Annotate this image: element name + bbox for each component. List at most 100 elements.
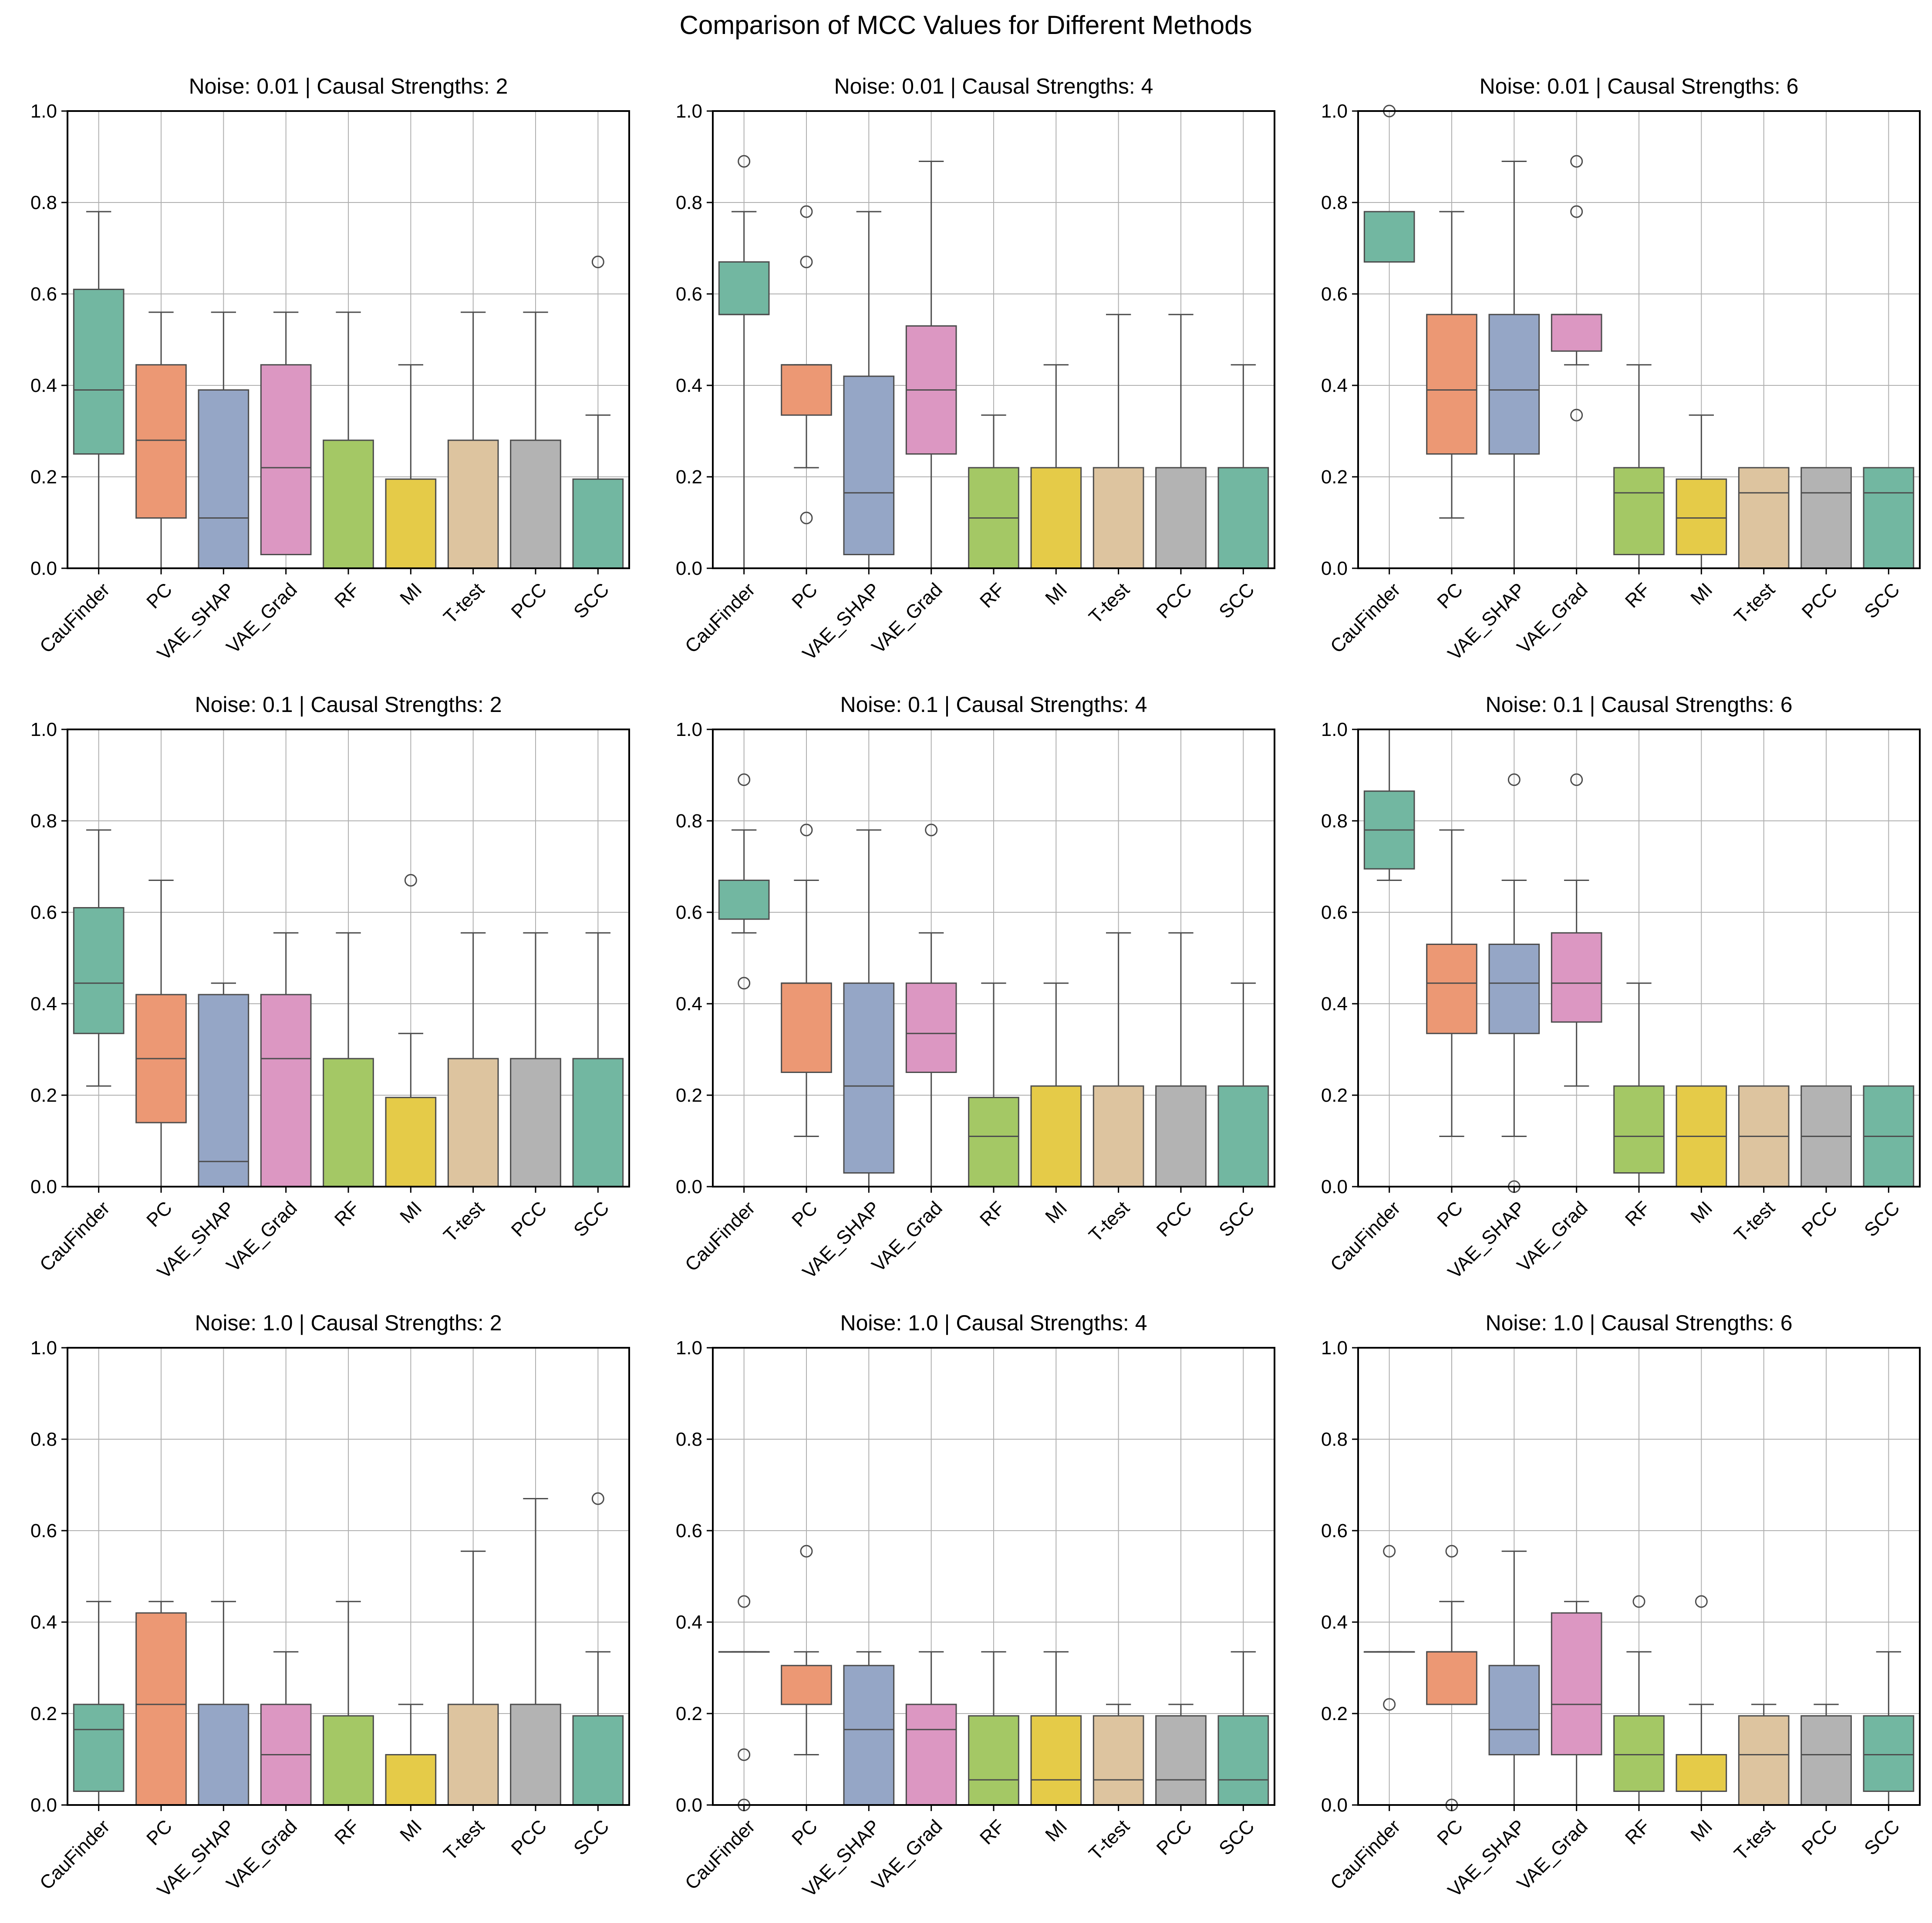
outlier-point: [404, 874, 417, 887]
box-body: [73, 289, 125, 455]
box-body: [260, 994, 312, 1188]
box-t-test: [447, 932, 499, 1188]
y-tick-label: 0.4: [676, 375, 702, 396]
box-body: [572, 478, 624, 569]
box-body: [1613, 1715, 1665, 1792]
box-body: [1217, 1085, 1269, 1188]
outlier-point: [591, 1492, 604, 1505]
box-body: [1092, 1715, 1144, 1806]
subplot-title: Noise: 0.1 | Causal Strengths: 2: [195, 692, 502, 717]
y-tick-label: 0.6: [30, 902, 57, 923]
box-body: [135, 364, 187, 519]
outlier-point: [800, 205, 813, 218]
box-pc: [135, 311, 187, 569]
y-tick-label: 1.0: [30, 1337, 57, 1359]
box-body: [1738, 1715, 1790, 1806]
box-body: [198, 1704, 250, 1806]
box-body: [198, 994, 250, 1188]
box-scc: [1863, 1085, 1915, 1188]
subplot-title: Noise: 0.01 | Causal Strengths: 4: [834, 74, 1153, 98]
box-body: [1676, 1754, 1727, 1792]
box-pc: [1426, 1545, 1477, 1812]
box-body: [843, 1665, 895, 1806]
y-tick-label: 0.0: [30, 1795, 57, 1816]
y-tick-label: 1.0: [1321, 101, 1348, 122]
y-tick-label: 1.0: [676, 1337, 702, 1359]
box-body: [73, 907, 125, 1034]
box-vae-grad: [1551, 773, 1602, 1087]
box-body: [447, 439, 499, 569]
y-tick-label: 0.2: [676, 1085, 702, 1106]
box-body: [1801, 467, 1852, 569]
y-tick-label: 0.8: [30, 1429, 57, 1450]
outlier-point: [800, 256, 813, 268]
box-vae-grad: [1551, 155, 1602, 422]
box-body: [1030, 1085, 1082, 1188]
y-tick-label: 0.8: [1321, 192, 1348, 213]
box-pc: [781, 823, 832, 1137]
y-tick-label: 0.8: [676, 810, 702, 832]
y-tick-label: 1.0: [30, 719, 57, 740]
y-tick-label: 0.0: [676, 1795, 702, 1816]
y-tick-label: 0.8: [30, 810, 57, 832]
box-body: [323, 439, 374, 569]
box-body: [1488, 944, 1540, 1034]
box-mi: [385, 874, 437, 1188]
box-body: [323, 1058, 374, 1188]
y-tick-label: 0.4: [30, 375, 57, 396]
figure-title: Comparison of MCC Values for Different M…: [680, 10, 1252, 40]
box-mi: [385, 364, 437, 569]
y-tick-label: 0.4: [1321, 1612, 1348, 1633]
y-tick-label: 0.4: [1321, 993, 1348, 1015]
box-vae-shap: [843, 1651, 895, 1806]
box-body: [1030, 467, 1082, 569]
y-tick-label: 0.0: [30, 558, 57, 579]
box-mi: [1676, 1595, 1727, 1806]
outlier-point: [738, 155, 751, 168]
box-vae-shap: [198, 982, 250, 1188]
box-body: [1801, 1715, 1852, 1806]
y-tick-label: 0.0: [676, 1176, 702, 1198]
box-pc: [1426, 829, 1477, 1137]
box-body: [843, 375, 895, 555]
y-tick-label: 0.6: [30, 283, 57, 305]
box-t-test: [447, 311, 499, 569]
box-pcc: [1801, 1704, 1852, 1806]
box-t-test: [1738, 1704, 1790, 1806]
box-body: [1030, 1715, 1082, 1806]
box-vae-shap: [1488, 161, 1540, 569]
outlier-point: [800, 512, 813, 524]
outlier-point: [591, 256, 604, 268]
box-body: [843, 982, 895, 1174]
box-rf: [323, 1601, 374, 1806]
box-caufinder: [718, 773, 770, 990]
box-mi: [1676, 1085, 1727, 1188]
outlier-point: [738, 977, 751, 990]
box-body: [385, 1096, 437, 1188]
box-rf: [968, 414, 1019, 569]
y-tick-label: 0.2: [30, 1703, 57, 1724]
box-scc: [1863, 467, 1915, 569]
box-pc: [135, 880, 187, 1188]
box-mi: [1676, 414, 1727, 569]
box-body: [968, 1096, 1019, 1188]
outlier-point: [738, 1748, 751, 1761]
subplot-title: Noise: 1.0 | Causal Strengths: 4: [840, 1311, 1147, 1335]
box-scc: [572, 932, 624, 1188]
subplot-title: Noise: 1.0 | Causal Strengths: 6: [1485, 1311, 1792, 1335]
y-tick-label: 0.4: [30, 1612, 57, 1633]
y-tick-label: 1.0: [30, 101, 57, 122]
box-body: [510, 1704, 561, 1806]
box-rf: [968, 1651, 1019, 1806]
box-body: [1488, 1665, 1540, 1755]
box-vae-shap: [198, 1601, 250, 1806]
box-pcc: [1801, 1085, 1852, 1188]
outlier-point: [1383, 1698, 1396, 1711]
box-vae-grad: [1551, 1601, 1602, 1806]
subplot-title: Noise: 0.01 | Causal Strengths: 6: [1480, 74, 1799, 98]
box-scc: [1217, 982, 1269, 1188]
y-tick-label: 0.0: [1321, 1176, 1348, 1198]
box-body: [1613, 467, 1665, 555]
